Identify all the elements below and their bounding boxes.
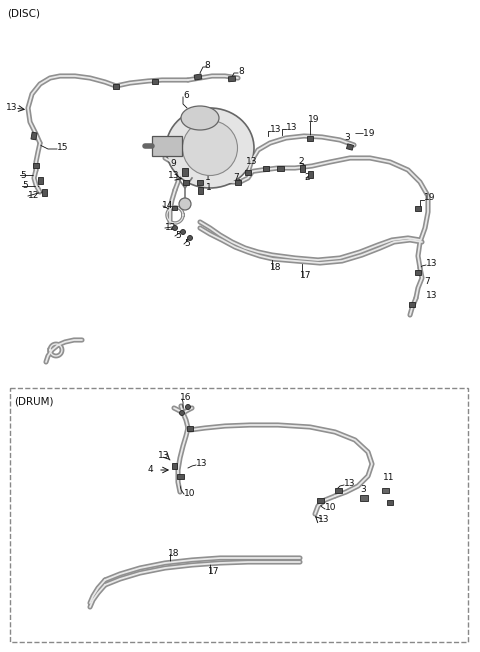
Text: 5: 5 [20,171,26,179]
Bar [235,179,241,185]
Bar [300,164,304,171]
Bar [10,388,468,642]
Text: 12: 12 [165,224,176,233]
Text: 13: 13 [270,125,281,134]
Bar [37,177,43,183]
Text: 13: 13 [168,171,180,181]
Bar [171,206,177,210]
Text: 7: 7 [233,173,239,183]
Text: 16: 16 [180,393,192,402]
Circle shape [180,230,185,235]
Text: 13: 13 [318,516,329,524]
Text: 13: 13 [196,460,207,469]
Text: 5: 5 [22,181,28,190]
Text: 19: 19 [424,194,435,203]
Bar [31,132,37,140]
Text: 13: 13 [426,259,437,269]
Bar [308,171,312,177]
Bar [360,495,368,501]
Bar [194,74,202,80]
Text: 10: 10 [325,503,336,512]
Text: 15: 15 [57,143,69,153]
Ellipse shape [182,121,238,175]
Circle shape [188,235,192,241]
Text: 10: 10 [184,490,195,499]
Bar [171,463,177,469]
Text: 3: 3 [344,134,350,143]
Text: 3: 3 [360,486,366,494]
Text: —19: —19 [355,130,375,138]
Bar [187,426,193,430]
Circle shape [172,226,178,231]
Text: 19: 19 [308,115,320,125]
Circle shape [180,411,184,415]
Bar [152,136,182,156]
Text: (DISC): (DISC) [7,9,40,19]
Text: 13: 13 [246,158,257,166]
Bar [228,76,236,82]
Bar [245,170,251,175]
Text: 18: 18 [168,548,180,557]
Text: 13: 13 [158,451,169,460]
Ellipse shape [166,108,254,188]
Bar [182,168,188,176]
Bar [41,188,47,196]
Text: 8: 8 [204,61,210,70]
Bar [316,497,324,503]
Text: 1: 1 [206,183,212,192]
Circle shape [185,404,191,409]
Text: 17: 17 [208,567,219,576]
Bar [276,166,284,171]
Bar [382,488,388,492]
Text: 1: 1 [205,173,211,183]
Circle shape [179,198,191,210]
Text: 2: 2 [298,158,304,166]
Text: 2: 2 [304,173,310,183]
Text: 18: 18 [270,263,281,271]
Text: 7: 7 [424,278,430,286]
Text: 11: 11 [383,473,395,482]
Text: 4: 4 [148,466,154,475]
Bar [415,269,421,274]
Bar [409,301,415,306]
Text: 5: 5 [184,239,190,248]
Text: 17: 17 [300,271,312,280]
Bar [197,179,203,185]
Ellipse shape [181,106,219,130]
Bar [335,488,341,492]
Text: 13: 13 [426,291,437,301]
Bar [347,144,354,150]
Text: 9: 9 [170,158,176,168]
Text: 8: 8 [238,68,244,76]
Bar [263,166,269,171]
Bar [33,162,39,168]
Bar [113,83,119,89]
Bar [415,205,421,211]
Text: 13: 13 [286,123,298,132]
Text: 13: 13 [344,479,356,488]
Bar [152,78,158,83]
Bar [197,186,203,194]
Text: 13: 13 [6,104,17,113]
Bar [387,499,393,505]
Bar [177,473,183,479]
Text: 14: 14 [162,201,173,209]
Bar [183,179,189,185]
Text: 5: 5 [175,231,181,241]
Bar [307,136,313,140]
Text: (DRUM): (DRUM) [14,397,53,407]
Text: 6: 6 [183,91,189,100]
Text: 12: 12 [28,192,39,201]
